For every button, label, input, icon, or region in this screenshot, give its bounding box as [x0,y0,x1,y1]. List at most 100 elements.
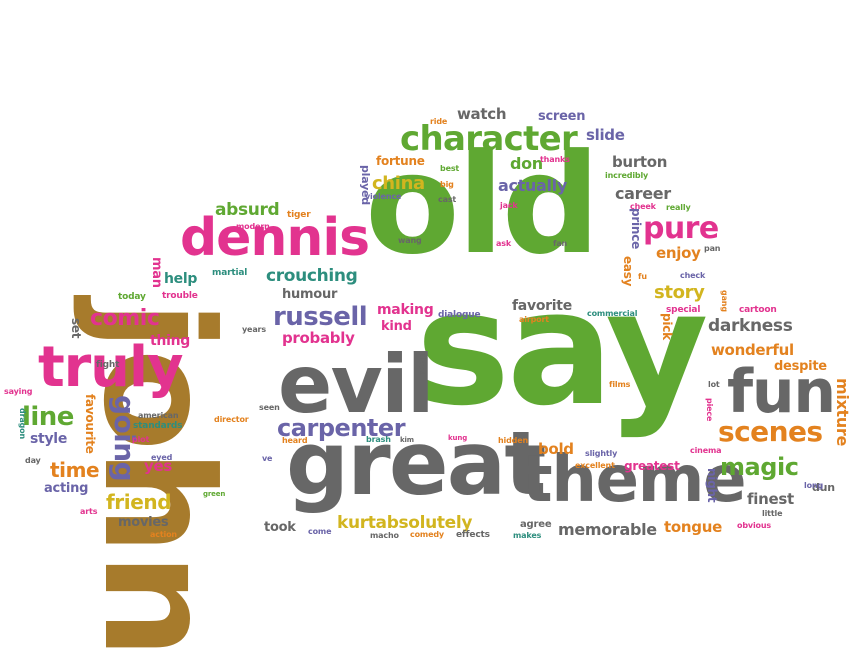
cloud-word: scenes [718,415,823,448]
cloud-word: action [150,530,177,539]
cloud-word: dragon [18,408,27,440]
cloud-word: saying [4,387,33,396]
cloud-word: screen [538,109,586,124]
cloud-word: eyed [151,453,173,462]
cloud-word: slightly [585,449,618,458]
cloud-word: friend [106,490,172,514]
cloud-word: kung [448,434,468,442]
cloud-word: makes [513,531,542,540]
cloud-word: enjoy [656,244,701,262]
cloud-word: seen [259,403,280,412]
cloud-word: burton [612,153,668,171]
cloud-word: evil [278,338,434,431]
cloud-word: cheek [630,202,656,211]
cloud-word: line [22,402,74,432]
cloud-word: check [680,271,706,280]
cloud-word: obvious [737,521,772,530]
cloud-word: theme [522,443,747,517]
cloud-word: took [264,520,296,535]
cloud-word: favorite [512,298,572,314]
cloud-word: hidden [498,436,529,445]
cloud-word: big [440,180,454,189]
cloud-word: violence [365,192,402,201]
cloud-word: green [203,490,226,498]
cloud-word: making [377,302,434,318]
cloud-word: wang [398,236,422,245]
cloud-word: finest [747,490,794,508]
cloud-word: airport [519,315,549,324]
cloud-word: agree [520,519,552,530]
cloud-word: greatest [624,459,680,473]
cloud-word: easy [621,256,635,287]
cloud-word: day [25,456,41,465]
cloud-word: director [214,415,249,424]
cloud-word: fun [727,357,836,427]
cloud-word: years [242,325,266,334]
cloud-word: plot [132,435,150,444]
cloud-word: career [615,184,671,203]
cloud-word: help [164,271,198,287]
cloud-word: heard [282,436,308,445]
cloud-word: dialogue [438,310,481,320]
cloud-word: style [30,431,68,447]
cloud-word: effects [456,530,490,540]
cloud-word: kurtabsolutely [337,513,473,533]
cloud-word: favourite [83,394,97,454]
cloud-word: modern [236,222,270,231]
cloud-word: comedy [410,530,444,539]
cloud-word: movies [118,515,169,530]
cloud-word: despite [774,359,827,374]
cloud-word: crouching [266,266,358,286]
cloud-word: bold [538,440,574,458]
cloud-word: brash [366,435,391,444]
cloud-word: tiger [287,210,311,220]
cloud-word: slide [586,126,625,144]
cloud-word: fortune [376,154,425,168]
cloud-word: arts [80,507,98,516]
cloud-word: wonderful [711,341,794,359]
cloud-word: cartoon [739,305,777,315]
cloud-word: carpenter [277,414,406,442]
cloud-word: fu [638,272,647,281]
cloud-word: martial [212,268,248,278]
cloud-word: pick [660,313,674,340]
cloud-word: commercial [587,309,638,318]
cloud-word: probably [282,329,355,347]
cloud-word: incredibly [605,171,649,180]
cloud-word: american [138,411,179,420]
cloud-word: gang [720,290,729,312]
cloud-word: story [654,282,705,303]
cloud-word: mixture [833,378,852,447]
cloud-word: fan [553,239,568,248]
cloud-word: cast [438,195,457,204]
cloud-word: ask [496,239,512,248]
cloud-word: great [286,412,546,515]
cloud-word: watch [457,105,507,123]
cloud-word: kim [400,436,414,444]
cloud-word: dennis [180,208,370,268]
cloud-word: fight [96,360,120,370]
cloud-word: special [666,305,701,315]
cloud-word: cinema [690,446,722,455]
cloud-word: plays [418,352,427,375]
cloud-word: prince [629,208,643,249]
cloud-word: jack [500,201,518,210]
cloud-word: really [666,203,691,212]
cloud-word: films [609,380,631,389]
cloud-word: humour [282,287,338,302]
cloud-word: absurd [215,200,280,220]
cloud-word: best [440,164,460,173]
cloud-word: yes [144,457,172,475]
cloud-word: thing [150,333,191,349]
cloud-word: character [400,119,578,159]
cloud-word: acting [44,481,89,496]
cloud-word: standards [133,421,183,431]
cloud-word: actually [498,176,567,195]
cloud-word: magic [720,453,799,481]
cloud-word: memorable [558,520,657,539]
cloud-word: russell [273,302,368,332]
cloud-word: night [705,468,719,503]
cloud-word: don [510,154,543,173]
cloud-word: macho [370,531,399,540]
